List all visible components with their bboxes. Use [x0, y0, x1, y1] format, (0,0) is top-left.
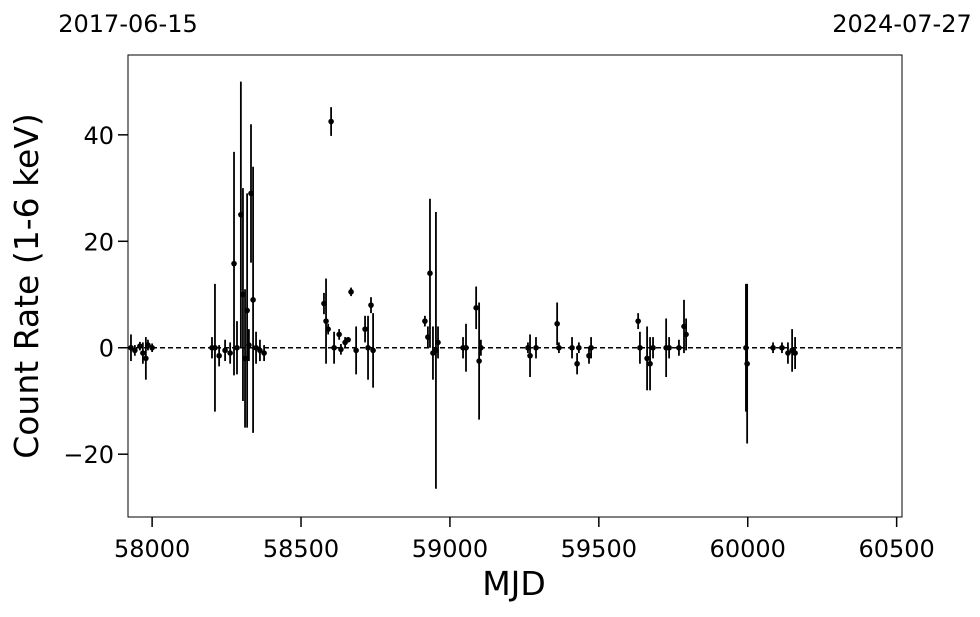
data-point	[345, 336, 351, 343]
x-tick-label: 58000	[114, 535, 190, 563]
data-point	[576, 344, 582, 351]
data-point	[338, 346, 344, 353]
data-point	[463, 344, 469, 351]
data-point	[328, 118, 334, 125]
y-tick-label: −20	[63, 441, 114, 469]
data-point	[427, 270, 433, 277]
data-point	[644, 355, 650, 362]
data-point	[212, 344, 218, 351]
x-tick-label: 60500	[858, 535, 934, 563]
data-point	[569, 344, 575, 351]
data-point	[323, 318, 329, 324]
plot-frame	[127, 54, 903, 518]
data-point	[257, 347, 263, 354]
data-point	[331, 344, 337, 351]
x-tick-label: 60000	[710, 535, 786, 563]
x-tick-label: 59000	[412, 535, 488, 563]
data-point	[785, 350, 791, 356]
data-point	[370, 347, 376, 354]
data-point	[779, 344, 785, 351]
data-point	[556, 344, 562, 351]
data-point	[325, 326, 331, 332]
data-point	[792, 350, 798, 356]
data-point	[353, 347, 359, 354]
data-point	[216, 352, 222, 359]
data-point	[635, 318, 641, 324]
data-point	[261, 350, 267, 356]
data-point	[554, 320, 560, 327]
top-date-label: 2024-07-27	[832, 10, 971, 38]
data-point	[149, 344, 155, 351]
data-point	[137, 343, 143, 349]
data-point	[231, 260, 237, 267]
data-point	[478, 344, 484, 351]
data-point	[588, 344, 594, 351]
data-point	[637, 344, 643, 351]
data-point	[744, 360, 750, 367]
data-point	[422, 318, 428, 324]
data-point	[647, 360, 653, 367]
data-point	[770, 344, 776, 351]
data-point	[368, 302, 374, 308]
data-point	[140, 350, 146, 356]
y-axis-label: Count Rate (1-6 keV)	[7, 113, 46, 459]
x-tick-label: 59500	[561, 535, 637, 563]
x-axis-label: MJD	[482, 564, 546, 603]
data-point	[227, 350, 233, 356]
x-tick-label: 58500	[263, 535, 339, 563]
data-point	[222, 347, 228, 354]
data-point	[132, 347, 138, 354]
data-point	[650, 344, 656, 351]
y-tick-label: 40	[83, 122, 114, 150]
data-point	[533, 344, 539, 351]
y-tick-label: 20	[83, 228, 114, 256]
data-point	[250, 297, 256, 303]
data-point	[365, 344, 371, 351]
data-point	[362, 326, 368, 332]
data-point	[683, 331, 689, 338]
data-point	[666, 344, 672, 351]
data-point	[435, 339, 441, 346]
data-point	[246, 342, 252, 348]
top-date-label: 2017-06-15	[58, 10, 197, 38]
data-point	[143, 355, 149, 362]
data-point	[473, 305, 479, 311]
data-point	[244, 307, 250, 314]
data-point	[145, 342, 151, 348]
y-tick-label: 0	[99, 335, 114, 363]
data-point	[574, 360, 580, 367]
data-point	[234, 344, 240, 351]
data-point	[476, 358, 482, 364]
data-point	[527, 352, 533, 359]
data-point	[348, 289, 354, 295]
data-point	[676, 344, 682, 351]
data-point	[336, 331, 342, 338]
